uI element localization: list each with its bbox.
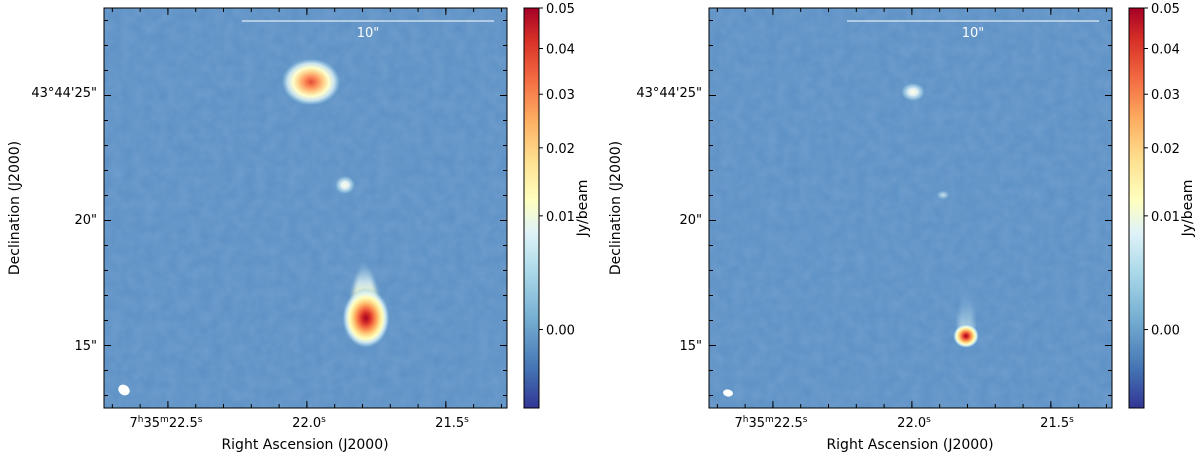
- colorbar-tick-label: 0.02: [546, 142, 575, 157]
- y-axis-label: Declination (J2000): [608, 141, 624, 275]
- source-middle: [936, 190, 950, 200]
- colorbar-tick-label: 0.01: [1151, 210, 1180, 225]
- colorbar-ticks: 0.05 0.04 0.03 0.02 0.01 0.00: [1144, 2, 1180, 339]
- colorbar-tick-label: 0.00: [1151, 324, 1180, 339]
- x-axis-label: Right Ascension (J2000): [221, 437, 388, 453]
- right-panel: 10" 43°44'25" 20" 15" 7h35m22.5s 22.0s 2…: [608, 2, 1196, 453]
- colorbar-tick-label: 0.01: [546, 210, 575, 225]
- x-axis-label: Right Ascension (J2000): [826, 437, 993, 453]
- colorbar-tick-label: 0.00: [546, 324, 575, 339]
- axis-ticks: [104, 8, 507, 408]
- colorbar-tick-label: 0.05: [1151, 2, 1180, 17]
- x-tick-label: 21.5s: [1040, 415, 1074, 431]
- x-tick-label: 22.0s: [292, 415, 326, 431]
- colorbar-tick-label: 0.03: [1151, 88, 1180, 103]
- colorbar-tick-label: 0.04: [1151, 43, 1180, 58]
- y-tick-label: 20": [74, 213, 97, 228]
- colorbar-tick-label: 0.05: [546, 2, 575, 17]
- source-north: [281, 58, 341, 106]
- axes-frame: [103, 7, 508, 409]
- y-tick-label: 15": [74, 339, 97, 354]
- x-tick-label: 22.0s: [897, 415, 931, 431]
- colorbar-label: Jy/beam: [575, 180, 591, 238]
- colorbar-tick-label: 0.03: [546, 88, 575, 103]
- colorbar-tick-label: 0.04: [546, 43, 575, 58]
- source-middle: [334, 175, 356, 195]
- beam-ellipse: [723, 389, 733, 397]
- colorbar: [1128, 7, 1145, 409]
- x-tick-label: 7h35m22.5s: [130, 415, 203, 431]
- y-tick-label: 20": [679, 213, 702, 228]
- x-tick-label: 7h35m22.5s: [735, 415, 808, 431]
- colorbar-ticks: 0.05 0.04 0.03 0.02 0.01 0.00: [539, 2, 575, 339]
- source-north: [900, 82, 926, 102]
- source-south: [953, 324, 979, 348]
- x-tick-label: 21.5s: [435, 415, 469, 431]
- left-panel: 10" 43°44'25" 20" 15" 7h35m22.5s 22.0s 2…: [7, 2, 591, 453]
- scalebar-label: 10": [357, 26, 380, 41]
- y-axis-label: Declination (J2000): [7, 141, 23, 275]
- scalebar-label: 10": [962, 26, 985, 41]
- image-area: 10": [104, 8, 507, 408]
- beam-ellipse: [118, 384, 130, 396]
- source-south: [342, 288, 390, 348]
- y-tick-label: 43°44'25": [31, 86, 97, 101]
- axis-ticks: [709, 8, 1112, 408]
- sky-noise: [709, 8, 1112, 408]
- source-south-tail: [958, 292, 974, 333]
- colorbar: [523, 7, 540, 409]
- axes-frame: [708, 7, 1113, 409]
- colorbar-tick-label: 0.02: [1151, 142, 1180, 157]
- y-tick-label: 15": [679, 339, 702, 354]
- image-area: 10": [709, 8, 1112, 408]
- y-tick-label: 43°44'25": [636, 86, 702, 101]
- colorbar-label: Jy/beam: [1180, 180, 1196, 238]
